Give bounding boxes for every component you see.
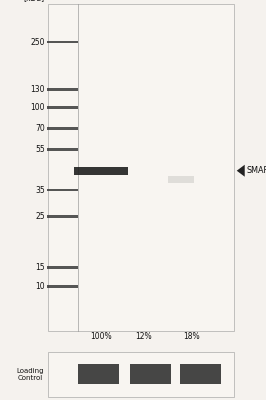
- Text: 130: 130: [30, 85, 45, 94]
- Text: 100%: 100%: [90, 332, 112, 341]
- Bar: [48, 352, 234, 398]
- Bar: [74, 167, 128, 174]
- Text: 100: 100: [30, 103, 45, 112]
- Text: [kDa]: [kDa]: [24, 0, 45, 2]
- Bar: [48, 4, 234, 331]
- Bar: [47, 266, 78, 269]
- Text: 25: 25: [35, 212, 45, 221]
- Polygon shape: [237, 165, 245, 177]
- Bar: [47, 88, 78, 91]
- Text: 70: 70: [35, 124, 45, 133]
- Text: 55: 55: [35, 145, 45, 154]
- Bar: [47, 286, 78, 288]
- Text: 35: 35: [35, 186, 45, 194]
- Bar: [130, 364, 171, 384]
- Bar: [47, 41, 78, 43]
- Bar: [78, 364, 119, 384]
- Text: 250: 250: [30, 38, 45, 47]
- Bar: [47, 215, 78, 218]
- Text: 12%: 12%: [135, 332, 152, 341]
- Text: 10: 10: [35, 282, 45, 291]
- Text: Loading
Control: Loading Control: [16, 368, 44, 380]
- Bar: [180, 364, 221, 384]
- Bar: [47, 148, 78, 151]
- Bar: [47, 189, 78, 192]
- Text: 18%: 18%: [183, 332, 200, 341]
- Bar: [168, 176, 194, 183]
- Bar: [47, 127, 78, 130]
- Bar: [47, 106, 78, 109]
- Text: SMARCB1: SMARCB1: [246, 166, 266, 175]
- Text: 15: 15: [35, 263, 45, 272]
